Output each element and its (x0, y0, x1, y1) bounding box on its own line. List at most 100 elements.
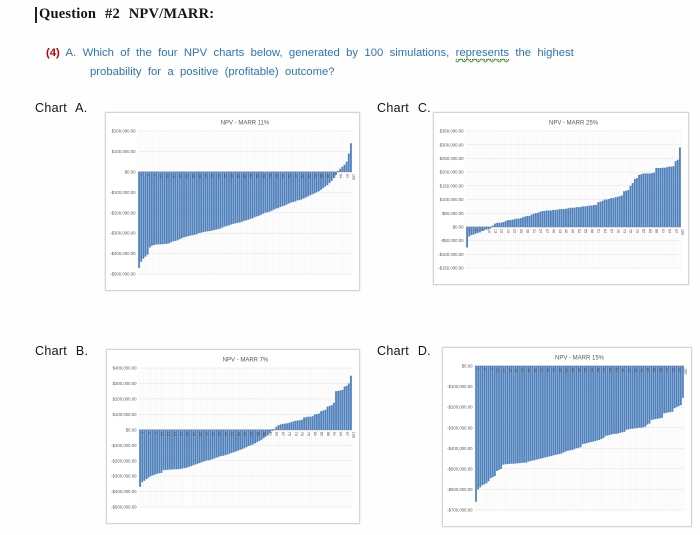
npv-bar (238, 171, 241, 223)
npv-bar (479, 366, 482, 488)
chart-a-figure: NPV - MARR 11% $200,000.00 $100,000.00 $0.0… (105, 112, 360, 291)
npv-bar (515, 218, 518, 227)
x-tick-label: 52 (249, 174, 253, 178)
npv-bar (474, 226, 477, 234)
x-tick-label: 85 (648, 229, 652, 233)
y-axis-labels: $350,000.00 $300,000.00 $250,000.00 $200,00… (438, 129, 464, 271)
npv-bar (264, 429, 267, 437)
npv-bar (277, 425, 280, 430)
npv-bar (584, 206, 587, 227)
npv-bar (330, 405, 333, 430)
x-tick-label: 88 (326, 432, 330, 436)
npv-bar (243, 429, 246, 449)
y-tick-label: -$600,000.00 (447, 487, 473, 492)
npv-bar (554, 209, 557, 227)
x-tick-label: 55 (584, 229, 588, 233)
x-tick-label: 52 (577, 229, 581, 233)
npv-bar (256, 429, 259, 443)
npv-bar (539, 211, 542, 227)
npv-bar (347, 153, 350, 172)
x-tick-label: 67 (609, 229, 613, 233)
x-tick-label: 19 (178, 174, 182, 178)
npv-bar (335, 171, 337, 175)
npv-bar (560, 209, 563, 227)
npv-bar (333, 402, 335, 430)
npv-bar (599, 201, 602, 227)
npv-bar (145, 429, 148, 480)
npv-bar (605, 199, 608, 227)
npv-bar (220, 429, 222, 457)
chart-title: NPV - MARR 15% (555, 356, 605, 362)
y-tick-label: -$500,000.00 (447, 466, 473, 471)
npv-bar (646, 366, 649, 425)
npv-bar (604, 366, 607, 436)
npv-bar (476, 226, 479, 233)
y-tick-label: $300,000.00 (440, 142, 465, 147)
npv-bar (556, 366, 559, 455)
x-tick-label: 28 (533, 368, 537, 372)
npv-bar (320, 411, 323, 430)
npv-bar (154, 429, 156, 475)
x-tick-label: 31 (532, 229, 536, 233)
npv-bar (663, 167, 666, 227)
npv-bar (472, 226, 475, 235)
npv-bar (153, 171, 155, 245)
npv-bar (617, 366, 620, 434)
y-tick-label: $100,000.00 (113, 412, 138, 417)
x-tick-label: 1 (139, 174, 143, 176)
x-tick-label: 22 (185, 432, 189, 436)
npv-bar (166, 429, 169, 470)
y-axis-labels: $200,000.00 $100,000.00 $0.00 -$100,000.00 -… (110, 129, 136, 277)
x-tick-label: 58 (596, 368, 600, 372)
npv-bar (305, 171, 307, 198)
npv-bar (483, 226, 486, 231)
npv-bar (558, 209, 561, 227)
npv-bar (341, 389, 344, 430)
x-tick-label: 13 (502, 368, 506, 372)
npv-bar (162, 429, 165, 471)
npv-bar (249, 429, 252, 446)
npv-bar (675, 366, 678, 408)
question-text: (4) A. Which of the four NPV charts belo… (46, 44, 658, 82)
npv-bar (569, 207, 572, 227)
x-axis-labels: 1 4 7 10 13 16 19 22 25 28 31 34 37 40 43 46 49 52 55 58 61 6… (476, 368, 687, 374)
x-tick-label: 13 (493, 229, 497, 233)
npv-bar (311, 171, 314, 195)
npv-bar (598, 366, 601, 441)
npv-bar (631, 366, 634, 429)
npv-bar (326, 406, 329, 430)
npv-bar (507, 220, 509, 227)
y-tick-label: $200,000.00 (440, 170, 465, 175)
npv-bar (582, 206, 585, 227)
npv-bar (324, 171, 327, 187)
npv-bar (307, 416, 310, 430)
npv-bar (550, 210, 552, 227)
npv-bar (470, 226, 473, 236)
x-tick-label: 22 (184, 174, 188, 178)
npv-bar (669, 366, 672, 413)
npv-bar (271, 429, 274, 432)
x-tick-label: 55 (255, 174, 259, 178)
npv-bar (640, 366, 643, 428)
npv-bar (676, 159, 679, 227)
npv-bar (273, 429, 276, 430)
x-tick-label: 73 (294, 174, 298, 178)
x-tick-label: 85 (652, 368, 656, 372)
npv-bar (149, 429, 152, 477)
x-tick-label: 10 (160, 432, 164, 436)
x-tick-label: 61 (596, 229, 600, 233)
npv-bar (670, 166, 673, 227)
y-tick-label: -$300,000.00 (110, 231, 136, 236)
npv-bar (204, 171, 207, 232)
npv-bar (615, 366, 617, 434)
npv-bar (526, 215, 529, 227)
x-tick-label: 85 (319, 174, 323, 178)
npv-bar (535, 366, 538, 460)
npv-bar (500, 222, 503, 227)
npv-bar (328, 405, 331, 430)
npv-bar (489, 366, 492, 479)
npv-bar (595, 204, 597, 227)
npv-bar (217, 429, 220, 457)
npv-bar (504, 220, 507, 227)
